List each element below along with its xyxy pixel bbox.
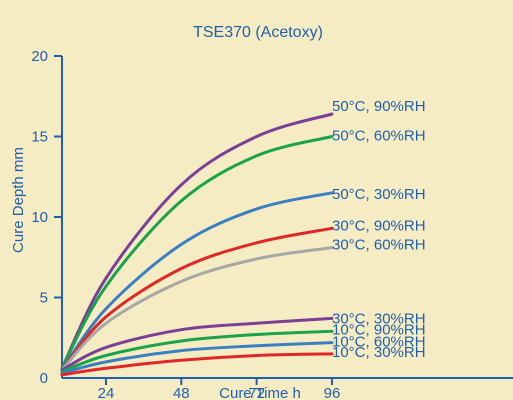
series-label: 30°C, 30%RH bbox=[332, 310, 426, 327]
x-tick-label: 96 bbox=[324, 385, 341, 400]
y-tick-label: 5 bbox=[40, 290, 48, 307]
y-tick-label: 20 bbox=[31, 48, 48, 65]
series-lines bbox=[60, 112, 334, 377]
series-line bbox=[60, 226, 334, 372]
x-tick-label: 72 bbox=[248, 385, 265, 400]
series-line bbox=[60, 341, 334, 375]
x-tick-label: 24 bbox=[98, 385, 115, 400]
y-axis-title: Cure Depth mm bbox=[10, 147, 27, 253]
x-tick-label: 48 bbox=[173, 385, 190, 400]
series-line bbox=[60, 246, 334, 372]
series-line bbox=[60, 112, 334, 370]
tick-group: 0 5 10 15 20 24 48 72 96 bbox=[31, 48, 340, 400]
series-line bbox=[60, 191, 334, 372]
y-tick-label: 10 bbox=[31, 209, 48, 226]
series-line bbox=[60, 352, 334, 377]
series-label: 50°C, 60%RH bbox=[332, 128, 426, 145]
axes bbox=[61, 56, 513, 379]
series-label: 50°C, 30%RH bbox=[332, 186, 426, 203]
series-line bbox=[60, 316, 334, 372]
series-label: 10°C, 30%RH bbox=[332, 344, 426, 361]
chart-title: TSE370 (Acetoxy) bbox=[193, 24, 323, 41]
series-labels: 50°C, 90%RH 50°C, 60%RH 50°C, 30%RH 30°C, 9… bbox=[332, 98, 426, 361]
x-axis-title: Cure Time h bbox=[219, 385, 301, 400]
y-tick-label: 0 bbox=[40, 370, 48, 387]
series-label: 10°C, 60%RH bbox=[332, 334, 426, 351]
series-label: 10°C, 90%RH bbox=[332, 321, 426, 338]
series-line bbox=[60, 329, 334, 374]
series-label: 50°C, 90%RH bbox=[332, 98, 426, 115]
series-line bbox=[60, 135, 334, 370]
series-label: 30°C, 60%RH bbox=[332, 237, 426, 254]
series-label: 30°C, 90%RH bbox=[332, 217, 426, 234]
y-tick-label: 15 bbox=[31, 129, 48, 146]
